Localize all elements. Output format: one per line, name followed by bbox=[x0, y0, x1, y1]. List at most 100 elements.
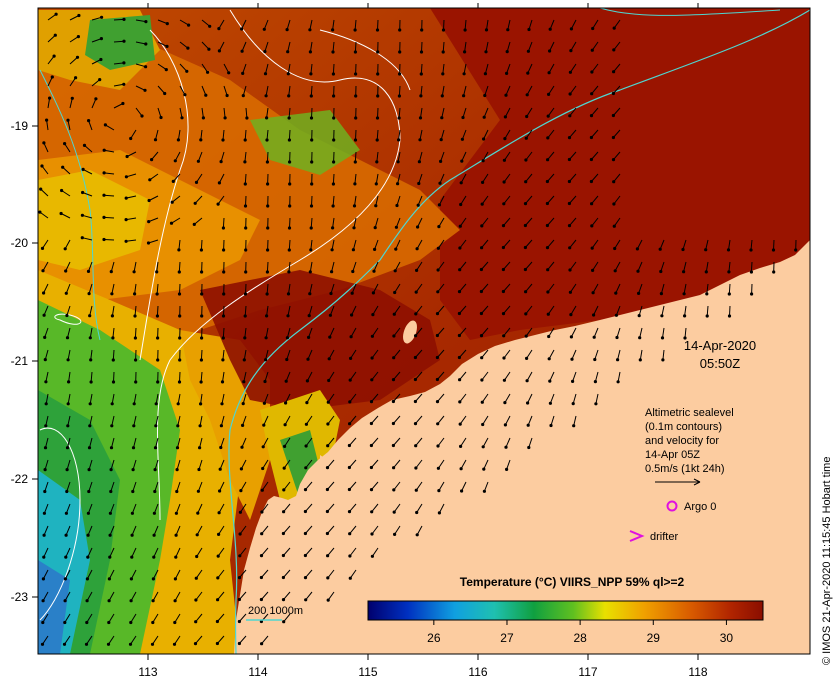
velocity-arrow bbox=[151, 151, 159, 160]
velocity-arrow bbox=[218, 19, 225, 29]
velocity-arrow-head bbox=[462, 94, 466, 98]
legend-line-2: (0.1m contours) bbox=[645, 421, 722, 433]
velocity-arrow-head bbox=[107, 577, 111, 581]
velocity-arrow-head bbox=[416, 203, 420, 207]
velocity-arrow-head bbox=[125, 154, 129, 159]
velocity-arrow bbox=[245, 107, 248, 119]
velocity-arrow-head bbox=[352, 204, 357, 208]
velocity-arrow bbox=[393, 349, 401, 359]
velocity-arrow-head bbox=[62, 642, 67, 646]
velocity-arrow bbox=[460, 195, 467, 205]
velocity-arrow-head bbox=[281, 531, 285, 536]
velocity-arrow bbox=[504, 393, 511, 403]
velocity-arrow bbox=[376, 129, 379, 141]
velocity-arrow-head bbox=[176, 424, 180, 428]
velocity-arrow-head bbox=[548, 379, 552, 383]
velocity-arrow bbox=[43, 547, 49, 558]
velocity-arrow bbox=[484, 63, 489, 74]
map-date: 14-Apr-2020 bbox=[684, 338, 756, 353]
velocity-arrow-head bbox=[457, 333, 461, 338]
velocity-arrow bbox=[67, 327, 71, 338]
velocity-arrow bbox=[88, 459, 93, 470]
velocity-arrow-head bbox=[262, 423, 266, 427]
velocity-arrow bbox=[327, 569, 335, 579]
velocity-arrow bbox=[506, 41, 511, 52]
velocity-arrow bbox=[415, 283, 423, 293]
velocity-arrow bbox=[547, 129, 555, 139]
velocity-arrow-head bbox=[661, 358, 665, 362]
velocity-arrow bbox=[332, 173, 335, 185]
velocity-arrow-head bbox=[240, 49, 244, 53]
velocity-arrow bbox=[706, 305, 709, 317]
velocity-arrow-head bbox=[176, 402, 180, 406]
velocity-arrow-head bbox=[39, 187, 43, 191]
velocity-arrow-head bbox=[546, 136, 550, 140]
velocity-arrow bbox=[42, 261, 49, 271]
velocity-arrow-head bbox=[175, 446, 180, 450]
velocity-arrow bbox=[171, 217, 181, 224]
velocity-arrow bbox=[569, 63, 577, 73]
velocity-arrow bbox=[420, 107, 423, 118]
velocity-arrow-head bbox=[612, 70, 616, 74]
velocity-arrow-head bbox=[479, 334, 484, 338]
velocity-arrow-head bbox=[419, 72, 423, 76]
velocity-arrow-head bbox=[418, 138, 422, 142]
velocity-arrow bbox=[153, 525, 159, 536]
velocity-arrow bbox=[483, 129, 489, 140]
velocity-arrow-head bbox=[220, 402, 224, 406]
velocity-arrow bbox=[481, 217, 489, 227]
velocity-arrow bbox=[133, 393, 137, 404]
velocity-arrow bbox=[483, 107, 489, 118]
velocity-arrow-head bbox=[416, 225, 420, 229]
velocity-arrow bbox=[371, 415, 379, 424]
velocity-arrow bbox=[613, 173, 621, 183]
velocity-arrow-head bbox=[218, 467, 222, 471]
velocity-arrow bbox=[239, 569, 247, 578]
velocity-arrow bbox=[371, 459, 379, 468]
velocity-arrow bbox=[415, 481, 423, 491]
velocity-arrow bbox=[283, 503, 291, 513]
velocity-arrow bbox=[525, 305, 533, 315]
velocity-arrow-head bbox=[43, 446, 48, 450]
velocity-arrow-head bbox=[330, 270, 334, 274]
velocity-arrow-head bbox=[130, 533, 134, 537]
velocity-arrow-head bbox=[282, 510, 286, 514]
velocity-arrow-head bbox=[42, 291, 46, 295]
velocity-arrow bbox=[287, 63, 291, 74]
velocity-arrow-head bbox=[284, 401, 288, 405]
velocity-arrow bbox=[550, 415, 555, 426]
velocity-arrow-head bbox=[305, 401, 309, 405]
velocity-arrow-head bbox=[659, 269, 663, 274]
velocity-arrow-head bbox=[523, 245, 528, 250]
velocity-arrow-head bbox=[286, 292, 291, 296]
velocity-arrow bbox=[438, 217, 445, 227]
velocity-arrow-head bbox=[571, 379, 575, 383]
velocity-arrow-head bbox=[87, 292, 91, 296]
velocity-arrow-head bbox=[65, 313, 69, 318]
velocity-arrow bbox=[547, 283, 555, 293]
velocity-arrow bbox=[45, 415, 49, 426]
velocity-arrow-head bbox=[111, 358, 115, 362]
colorbar-tick-label: 29 bbox=[647, 631, 661, 645]
velocity-arrow bbox=[284, 415, 291, 425]
velocity-arrow-head bbox=[281, 598, 286, 602]
velocity-arrow bbox=[155, 415, 159, 426]
velocity-arrow-head bbox=[567, 201, 572, 206]
velocity-arrow bbox=[373, 261, 379, 272]
velocity-arrow bbox=[415, 305, 423, 315]
velocity-arrow bbox=[135, 63, 146, 68]
velocity-arrow bbox=[507, 19, 511, 30]
velocity-arrow-head bbox=[89, 380, 93, 384]
velocity-arrow bbox=[327, 437, 335, 447]
velocity-arrow-head bbox=[611, 135, 616, 140]
velocity-arrow-head bbox=[131, 468, 135, 472]
velocity-arrow bbox=[89, 327, 93, 338]
velocity-arrow bbox=[570, 327, 577, 338]
velocity-arrow bbox=[528, 19, 533, 30]
velocity-arrow bbox=[135, 41, 146, 45]
velocity-arrow bbox=[261, 591, 269, 600]
velocity-arrow-head bbox=[572, 424, 576, 428]
velocity-arrow bbox=[309, 283, 313, 294]
velocity-arrow bbox=[288, 85, 291, 96]
velocity-arrow bbox=[43, 525, 49, 536]
